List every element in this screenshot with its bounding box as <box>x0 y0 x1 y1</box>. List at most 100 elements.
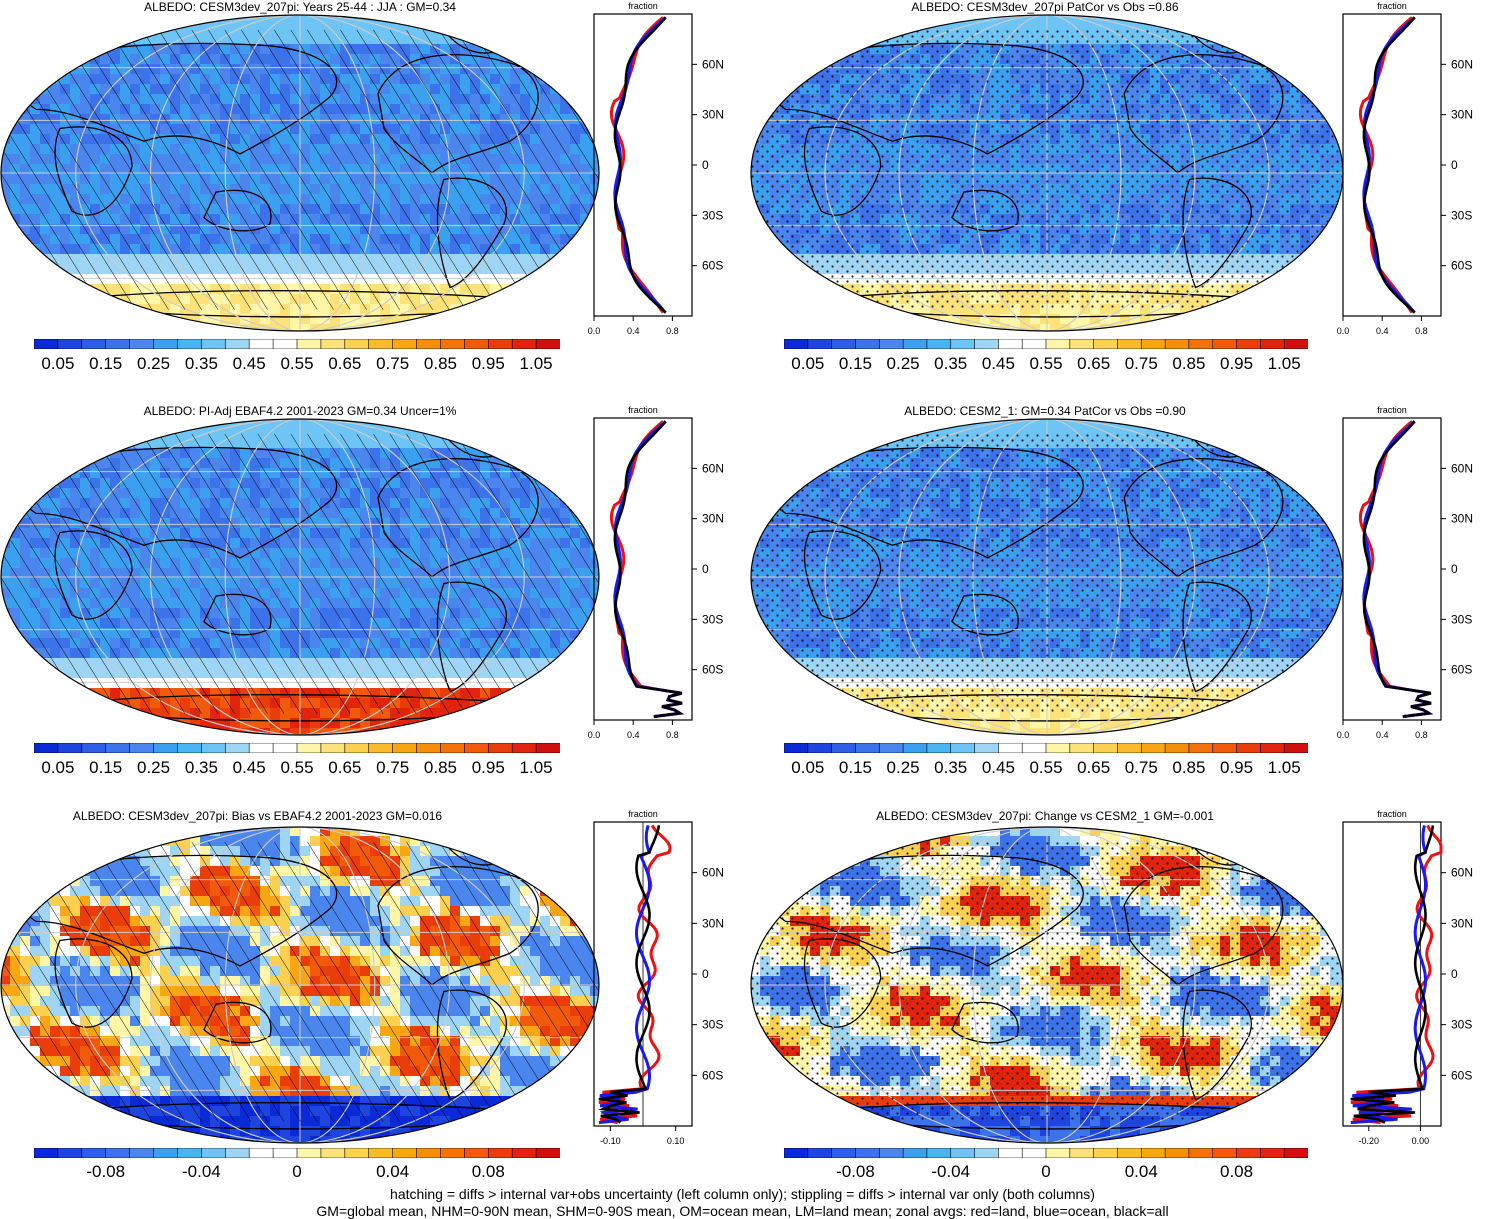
zonal-ytick-label: 0 <box>1451 158 1458 172</box>
colorbar-label: 0.04 <box>1125 1162 1158 1182</box>
colorbar-swatch <box>464 1148 488 1158</box>
zonal-ytick-label: 30S <box>1451 208 1472 222</box>
colorbar-label: 0.05 <box>791 758 824 778</box>
panel-title: ALBEDO: CESM3dev_207pi: Bias vs EBAF4.2 … <box>0 809 515 823</box>
colorbar-swatch <box>417 1148 441 1158</box>
zonal-ytick-label: 60S <box>702 259 723 273</box>
zonal-xtick-label: 0.4 <box>1376 326 1389 336</box>
colorbar-swatch <box>998 1148 1022 1158</box>
zonal-ytick-label: 60S <box>1451 259 1472 273</box>
colorbar-label: 0.75 <box>376 354 409 374</box>
zonal-xtick-label: 0.0 <box>1337 326 1350 336</box>
colorbar-swatch <box>1260 339 1284 349</box>
colorbar-swatch <box>808 743 832 753</box>
zonal-series-land <box>599 825 670 1122</box>
colorbar-swatch <box>201 743 225 753</box>
zonal-series-all <box>1364 421 1431 716</box>
colorbar-swatch <box>1237 1148 1261 1158</box>
zonal-xlabel: fraction <box>628 1 658 11</box>
colorbar-swatch <box>321 1148 345 1158</box>
colorbar-swatch <box>927 339 951 349</box>
colorbar-swatch <box>1022 743 1046 753</box>
stippling-overlay <box>750 434 1344 714</box>
colorbar-label: 0.65 <box>328 758 361 778</box>
map-panel <box>0 14 600 332</box>
colorbar-label: 0.25 <box>137 758 170 778</box>
colorbar-label: 0.05 <box>41 354 74 374</box>
colorbar-label: 0.95 <box>472 354 505 374</box>
colorbar-label: 0.55 <box>1029 354 1062 374</box>
colorbar-swatch <box>1189 1148 1213 1158</box>
zonal-ytick-label: 30N <box>702 512 724 526</box>
colorbar-label: 0.05 <box>41 758 74 778</box>
zonal-xlabel: fraction <box>1377 405 1407 415</box>
colorbar-swatch <box>1094 743 1118 753</box>
colorbar-label: 0.75 <box>1125 758 1158 778</box>
colorbar-swatch <box>832 743 856 753</box>
zonal-xlabel: fraction <box>628 405 658 415</box>
colorbar-swatch <box>82 1148 106 1158</box>
colorbar-swatch <box>1260 1148 1284 1158</box>
colorbar-swatch <box>784 339 808 349</box>
colorbar-swatch <box>393 339 417 349</box>
colorbar-swatch <box>130 743 154 753</box>
hatching-overlay <box>0 30 600 310</box>
zonal-xtick-label: 0.0 <box>1337 730 1350 740</box>
colorbar-swatch <box>106 743 130 753</box>
colorbar-swatch <box>154 339 178 349</box>
colorbar-swatch <box>154 743 178 753</box>
zonal-ytick-label: 60S <box>702 1068 723 1082</box>
stippling-overlay <box>750 842 1344 1122</box>
colorbar-swatch <box>488 1148 512 1158</box>
colorbar-swatch <box>1165 743 1189 753</box>
colorbar-label: 0.25 <box>887 758 920 778</box>
zonal-series-land <box>1360 421 1431 716</box>
colorbar-swatch <box>345 743 369 753</box>
colorbar-label: 0 <box>1041 1162 1050 1182</box>
colorbar-label: 0.55 <box>280 354 313 374</box>
colorbar-label: -0.04 <box>931 1162 970 1182</box>
zonal-xtick-label: 0.0 <box>588 730 601 740</box>
zonal-series-ocean <box>1364 421 1431 716</box>
colorbar-swatch <box>1141 743 1165 753</box>
colorbar-swatch <box>130 1148 154 1158</box>
colorbar-swatch <box>1070 1148 1094 1158</box>
zonal-ytick-label: 60S <box>1451 1068 1472 1082</box>
zonal-xtick-label: 0.10 <box>667 1136 685 1146</box>
colorbar-label: 1.05 <box>520 354 553 374</box>
zonal-xtick-label: -0.20 <box>1359 1136 1380 1146</box>
zonal-ytick-label: 0 <box>702 967 709 981</box>
zonal-series-land <box>611 421 682 716</box>
colorbar-swatch <box>417 743 441 753</box>
stippling-overlay <box>750 30 1344 310</box>
colorbar-swatch <box>1189 743 1213 753</box>
colorbar-swatch <box>512 743 536 753</box>
colorbar-label: 0.55 <box>280 758 313 778</box>
colorbar-swatch <box>177 339 201 349</box>
colorbar-label: 0.05 <box>791 354 824 374</box>
colorbar-label: 0.15 <box>839 758 872 778</box>
colorbar-swatch <box>177 1148 201 1158</box>
colorbar-swatch <box>1070 339 1094 349</box>
panel-title: ALBEDO: PI-Adj EBAF4.2 2001-2023 GM=0.34… <box>0 404 600 418</box>
colorbar-swatch <box>58 1148 82 1158</box>
colorbar-swatch <box>249 1148 273 1158</box>
colorbar-swatch <box>1237 743 1261 753</box>
map-panel <box>750 826 1344 1144</box>
colorbar-swatch <box>1117 743 1141 753</box>
colorbar-swatch <box>951 743 975 753</box>
colorbar-label: 0.15 <box>89 758 122 778</box>
colorbar-label: 0.65 <box>1077 758 1110 778</box>
colorbar-swatch <box>464 339 488 349</box>
zonal-ytick-label: 30S <box>1451 612 1472 626</box>
colorbar-swatch <box>1165 339 1189 349</box>
zonal-xtick-label: 0.0 <box>588 326 601 336</box>
zonal-ytick-label: 60N <box>1451 461 1473 475</box>
zonal-series-all <box>615 421 682 716</box>
zonal-ytick-label: 30N <box>1451 916 1473 930</box>
colorbar-swatch <box>1117 339 1141 349</box>
colorbar-label: -0.08 <box>86 1162 125 1182</box>
